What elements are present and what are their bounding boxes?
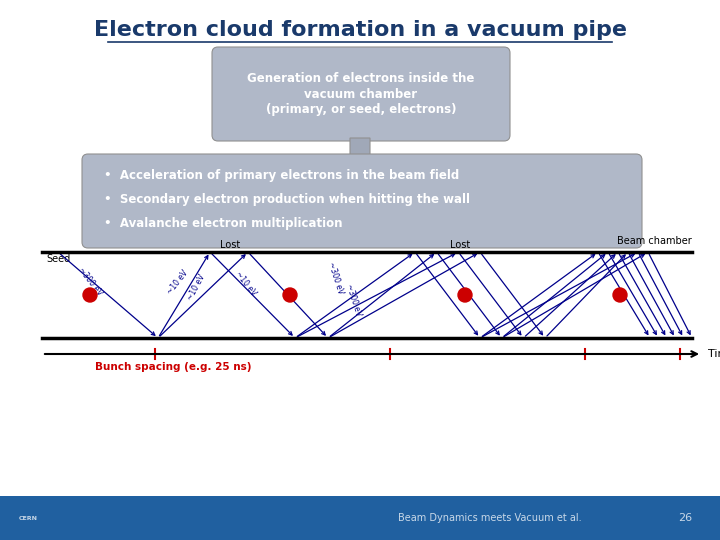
Text: ~300 eV: ~300 eV [76,266,104,298]
Circle shape [613,288,627,302]
Text: Beam Dynamics meets Vacuum et al.: Beam Dynamics meets Vacuum et al. [398,513,582,523]
Text: Beam chamber: Beam chamber [617,236,692,246]
Text: Electron cloud formation in a vacuum pipe: Electron cloud formation in a vacuum pip… [94,20,626,40]
Text: Lost: Lost [220,240,240,250]
Text: ~10 eV: ~10 eV [234,270,258,298]
Text: •  Secondary electron production when hitting the wall: • Secondary electron production when hit… [104,193,470,206]
Circle shape [283,288,297,302]
Text: •  Acceleration of primary electrons in the beam field: • Acceleration of primary electrons in t… [104,170,459,183]
Text: CERN: CERN [19,516,37,521]
Text: •  Avalanche electron multiplication: • Avalanche electron multiplication [104,218,343,231]
Text: ~300 eV: ~300 eV [327,261,346,295]
FancyBboxPatch shape [82,154,642,248]
Text: Seed: Seed [46,254,71,264]
Text: 26: 26 [678,513,692,523]
Bar [0,496,720,540]
Text: Lost: Lost [450,240,470,250]
Circle shape [83,288,97,302]
Text: Bunch spacing (e.g. 25 ns): Bunch spacing (e.g. 25 ns) [95,362,251,372]
FancyBboxPatch shape [212,47,510,141]
Text: Generation of electrons inside the
vacuum chamber
(primary, or seed, electrons): Generation of electrons inside the vacuu… [247,72,474,116]
Text: ~10 eV: ~10 eV [185,272,207,301]
Text: Time: Time [708,349,720,359]
Circle shape [458,288,472,302]
Text: ~10 eV: ~10 eV [166,268,190,296]
FancyArrow shape [342,138,378,176]
Text: ~300 eV: ~300 eV [345,283,364,317]
